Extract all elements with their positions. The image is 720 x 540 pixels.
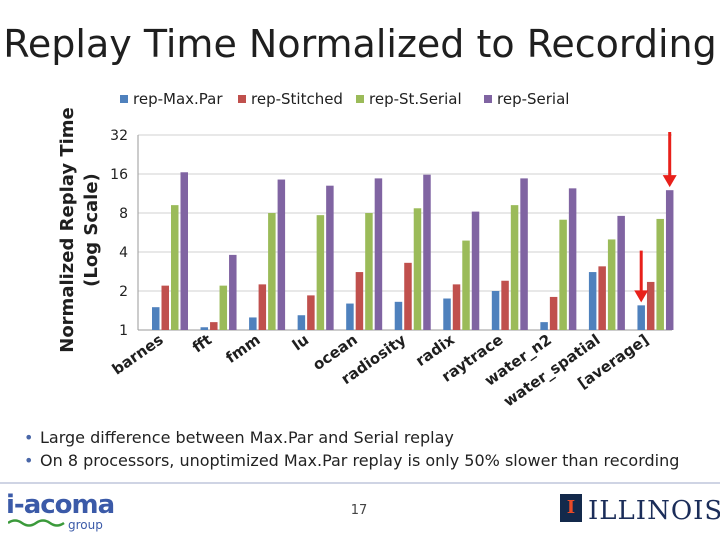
bar bbox=[462, 240, 470, 330]
bar bbox=[443, 298, 451, 330]
bar bbox=[617, 215, 625, 330]
y-axis-label: Normalized Replay Time bbox=[57, 107, 78, 353]
bar bbox=[598, 266, 606, 330]
legend-label: rep-Serial bbox=[497, 90, 569, 108]
logo-main-text: i-acoma bbox=[6, 490, 115, 520]
legend-swatch bbox=[484, 95, 492, 103]
bar bbox=[404, 262, 412, 330]
y-tick-label: 16 bbox=[110, 167, 128, 183]
bar bbox=[646, 281, 655, 330]
bar bbox=[452, 284, 461, 330]
bar bbox=[568, 188, 577, 330]
x-tick-label: lu bbox=[289, 331, 312, 355]
bar bbox=[316, 215, 325, 330]
illinois-logo: I ILLINOIS bbox=[556, 490, 720, 530]
block-i-icon: I bbox=[560, 494, 582, 522]
bar bbox=[510, 205, 519, 330]
bar bbox=[471, 211, 480, 330]
legend-label: rep-Stitched bbox=[251, 90, 343, 108]
illinois-wordmark: ILLINOIS bbox=[588, 496, 720, 526]
bar bbox=[665, 190, 674, 330]
page-number: 17 bbox=[350, 503, 368, 518]
bar bbox=[520, 178, 528, 330]
y-tick-label: 1 bbox=[119, 323, 128, 339]
bullet-item: On 8 processors, unoptimized Max.Par rep… bbox=[24, 449, 708, 472]
bar bbox=[229, 254, 237, 330]
bar bbox=[258, 284, 267, 330]
legend-swatch bbox=[120, 95, 128, 103]
bar bbox=[249, 317, 257, 330]
bar bbox=[326, 185, 334, 330]
bullet-list: Large difference between Max.Par and Ser… bbox=[18, 426, 708, 472]
bar bbox=[588, 272, 597, 330]
bar bbox=[219, 285, 228, 330]
bar bbox=[171, 205, 179, 330]
bullet-item: Large difference between Max.Par and Ser… bbox=[24, 426, 708, 449]
bar bbox=[549, 296, 558, 330]
legend-swatch bbox=[238, 95, 246, 103]
bar bbox=[374, 178, 383, 330]
x-tick-label: fft bbox=[189, 331, 215, 357]
y-tick-label: 8 bbox=[119, 206, 128, 222]
red-arrow-head bbox=[662, 175, 677, 188]
y-axis-label: (Log Scale) bbox=[81, 173, 102, 287]
bar bbox=[501, 280, 509, 330]
y-tick-label: 32 bbox=[110, 128, 128, 144]
legend-swatch bbox=[356, 95, 364, 103]
bar bbox=[297, 315, 306, 330]
slide-title: Replay Time Normalized to Recording bbox=[3, 22, 717, 66]
y-tick-label: 4 bbox=[119, 245, 128, 261]
bar bbox=[277, 179, 286, 330]
bar bbox=[152, 307, 160, 330]
bar bbox=[210, 322, 218, 330]
bar-chart: 1 2 4 8 16 32 Normalized Replay Time (Log Scale… bbox=[57, 90, 677, 410]
bar bbox=[540, 322, 548, 330]
bar bbox=[491, 291, 500, 330]
wave-icon bbox=[8, 519, 65, 527]
x-tick-label: fmm bbox=[222, 331, 263, 367]
bar bbox=[307, 295, 315, 330]
red-arrow-head bbox=[634, 290, 649, 303]
y-tick-label: 2 bbox=[119, 284, 128, 300]
bar bbox=[346, 303, 354, 330]
iacoma-logo: i-acoma group bbox=[6, 490, 136, 532]
footer-divider bbox=[0, 482, 720, 484]
bar bbox=[268, 213, 276, 330]
bar bbox=[355, 272, 364, 330]
legend-label: rep-St.Serial bbox=[369, 90, 462, 108]
bar bbox=[200, 327, 209, 330]
bar bbox=[180, 172, 188, 330]
x-tick-label: barnes bbox=[109, 330, 167, 378]
legend-label: rep-Max.Par bbox=[133, 90, 223, 108]
bar bbox=[413, 208, 422, 330]
bar bbox=[559, 219, 567, 330]
bar bbox=[394, 301, 403, 330]
bar bbox=[423, 174, 431, 330]
bar bbox=[161, 285, 169, 330]
bar bbox=[637, 305, 645, 330]
bar bbox=[607, 239, 616, 330]
logo-sub-text: group bbox=[68, 518, 103, 532]
bar bbox=[656, 218, 664, 330]
bar bbox=[365, 213, 373, 330]
